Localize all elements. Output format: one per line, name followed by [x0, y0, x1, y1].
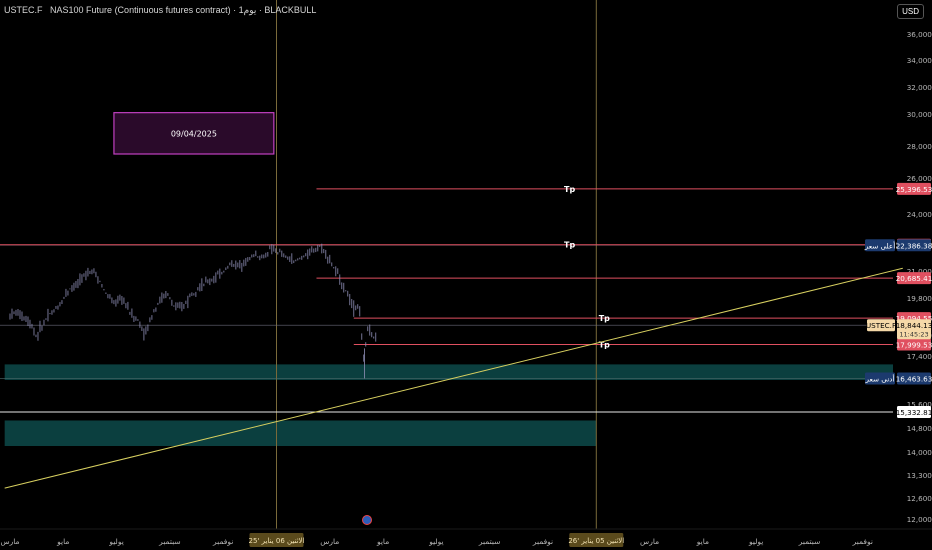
level-badge-3-text: 19,094.55 — [896, 314, 932, 323]
x-tick-label-10: مارس — [640, 537, 659, 546]
y-tick-label-14: 28,000.00 — [907, 142, 932, 151]
tp-text-1: Tp — [564, 241, 575, 250]
y-tick-label-16: 32,000.00 — [907, 83, 932, 92]
x-highlight-text-1: الاثنين 05 يناير '26 — [568, 537, 624, 545]
date-box[interactable] — [113, 112, 275, 155]
time-axis[interactable]: مارس مايو يوليو سبتمبر نوفمبر مارس مايو يوليو سب… — [0, 528, 932, 547]
low-badge[interactable] — [897, 372, 931, 385]
level-badge-0-text: 25,396.53 — [896, 185, 932, 194]
low-side-label-text: أدنى سعر — [865, 373, 895, 383]
y-tick-label-9: 19,800.00 — [907, 294, 932, 303]
x-tick-label-12: يوليو — [748, 537, 763, 546]
y-tick-label-10: 21,000.00 — [907, 267, 932, 276]
high-badge[interactable] — [897, 239, 931, 252]
high-side-label — [865, 239, 895, 252]
x-tick-label-4: نوفمبر — [212, 537, 233, 546]
y-tick-label-15: 30,000.00 — [907, 110, 932, 119]
high-badge-text: 22,386.38 — [896, 241, 932, 250]
x-tick-label-9: نوفمبر — [532, 537, 553, 546]
level-lines: Tp Tp Tp Tp — [0, 185, 893, 413]
y-tick-label-17: 34,000.00 — [907, 56, 932, 65]
y-tick-label-1: 12,600.00 — [907, 494, 932, 503]
zones-layer — [4, 364, 894, 447]
level-badge-2-text: 20,685.41 — [896, 274, 932, 283]
price-candles — [9, 243, 377, 379]
y-tick-label-4: 14,800.00 — [907, 424, 932, 433]
price-axis[interactable]: 12,000.00 12,600.00 13,300.00 14,000.00 14,8… — [864, 30, 932, 524]
current-price-badge[interactable] — [897, 319, 931, 340]
y-tick-label-7: 17,400.00 — [907, 352, 932, 361]
y-tick-label-2: 13,300.00 — [907, 471, 932, 480]
x-tick-label-2: يوليو — [108, 537, 123, 546]
symbol-code[interactable]: USTEC.F — [4, 5, 43, 15]
low-side-label — [865, 372, 895, 385]
y-tick-label-3: 14,000.00 — [907, 448, 932, 457]
tp-text-3: Tp — [599, 314, 610, 323]
current-price-text: 18,844.13 — [896, 321, 932, 330]
date-box-label: 09/04/2025 — [171, 129, 217, 138]
x-tick-label-6: مايو — [376, 537, 389, 546]
x-highlight-0[interactable] — [249, 533, 304, 547]
symbol-header[interactable]: USTEC.F NAS100 Future (Continuous future… — [4, 5, 316, 16]
level-badge-5-text: 15,332.81 — [896, 408, 932, 417]
symbol-side-label — [867, 319, 895, 332]
level-badge-2[interactable] — [897, 272, 931, 285]
x-tick-label-13: سبتمبر — [798, 537, 821, 546]
trend-line-layer — [4, 267, 903, 489]
currency-button[interactable]: USD — [897, 4, 924, 19]
x-tick-label-11: مايو — [696, 537, 709, 546]
x-tick-label-5: مارس — [320, 537, 339, 546]
y-tick-label-13: 26,000.00 — [907, 174, 932, 183]
zone-rect-0[interactable] — [4, 364, 894, 380]
y-tick-label-5: 15,600.00 — [907, 400, 932, 409]
x-tick-label-0: مارس — [0, 537, 19, 546]
y-tick-label-0: 12,000.00 — [907, 515, 932, 524]
level-badge-0[interactable] — [897, 182, 931, 195]
level-badge-4[interactable] — [897, 338, 931, 351]
date-box-layer[interactable]: 09/04/2025 — [113, 112, 275, 155]
x-tick-label-1: مايو — [56, 537, 69, 546]
vertical-markers — [276, 0, 597, 529]
level-badge-5[interactable] — [897, 406, 931, 419]
high-side-label-text: أعلى سعر — [864, 240, 895, 250]
y-tick-label-12: 24,000.00 — [907, 210, 932, 219]
y-tick-label-18: 36,000.00 — [907, 30, 932, 39]
countdown-text: 11:45:23 — [899, 331, 928, 339]
low-badge-text: 16,463.63 — [896, 374, 932, 383]
us-flag-icon — [362, 515, 372, 525]
x-tick-label-14: نوفمبر — [852, 537, 873, 546]
x-tick-label-3: سبتمبر — [158, 537, 181, 546]
symbol-description: NAS100 Future (Continuous futures contra… — [50, 5, 317, 15]
level-badge-4-text: 17,999.53 — [896, 341, 932, 350]
x-tick-label-8: سبتمبر — [478, 537, 501, 546]
tp-text-0: Tp — [564, 185, 575, 194]
zone-rect-1[interactable] — [4, 420, 597, 447]
x-tick-label-7: يوليو — [428, 537, 443, 546]
tp-text-4: Tp — [599, 341, 610, 350]
x-highlight-1[interactable] — [569, 533, 624, 547]
symbol-side-label-text: USTEC.F — [866, 321, 896, 330]
x-highlight-text-0: الاثنين 06 يناير '25 — [249, 537, 305, 545]
trend-line[interactable] — [4, 267, 903, 489]
